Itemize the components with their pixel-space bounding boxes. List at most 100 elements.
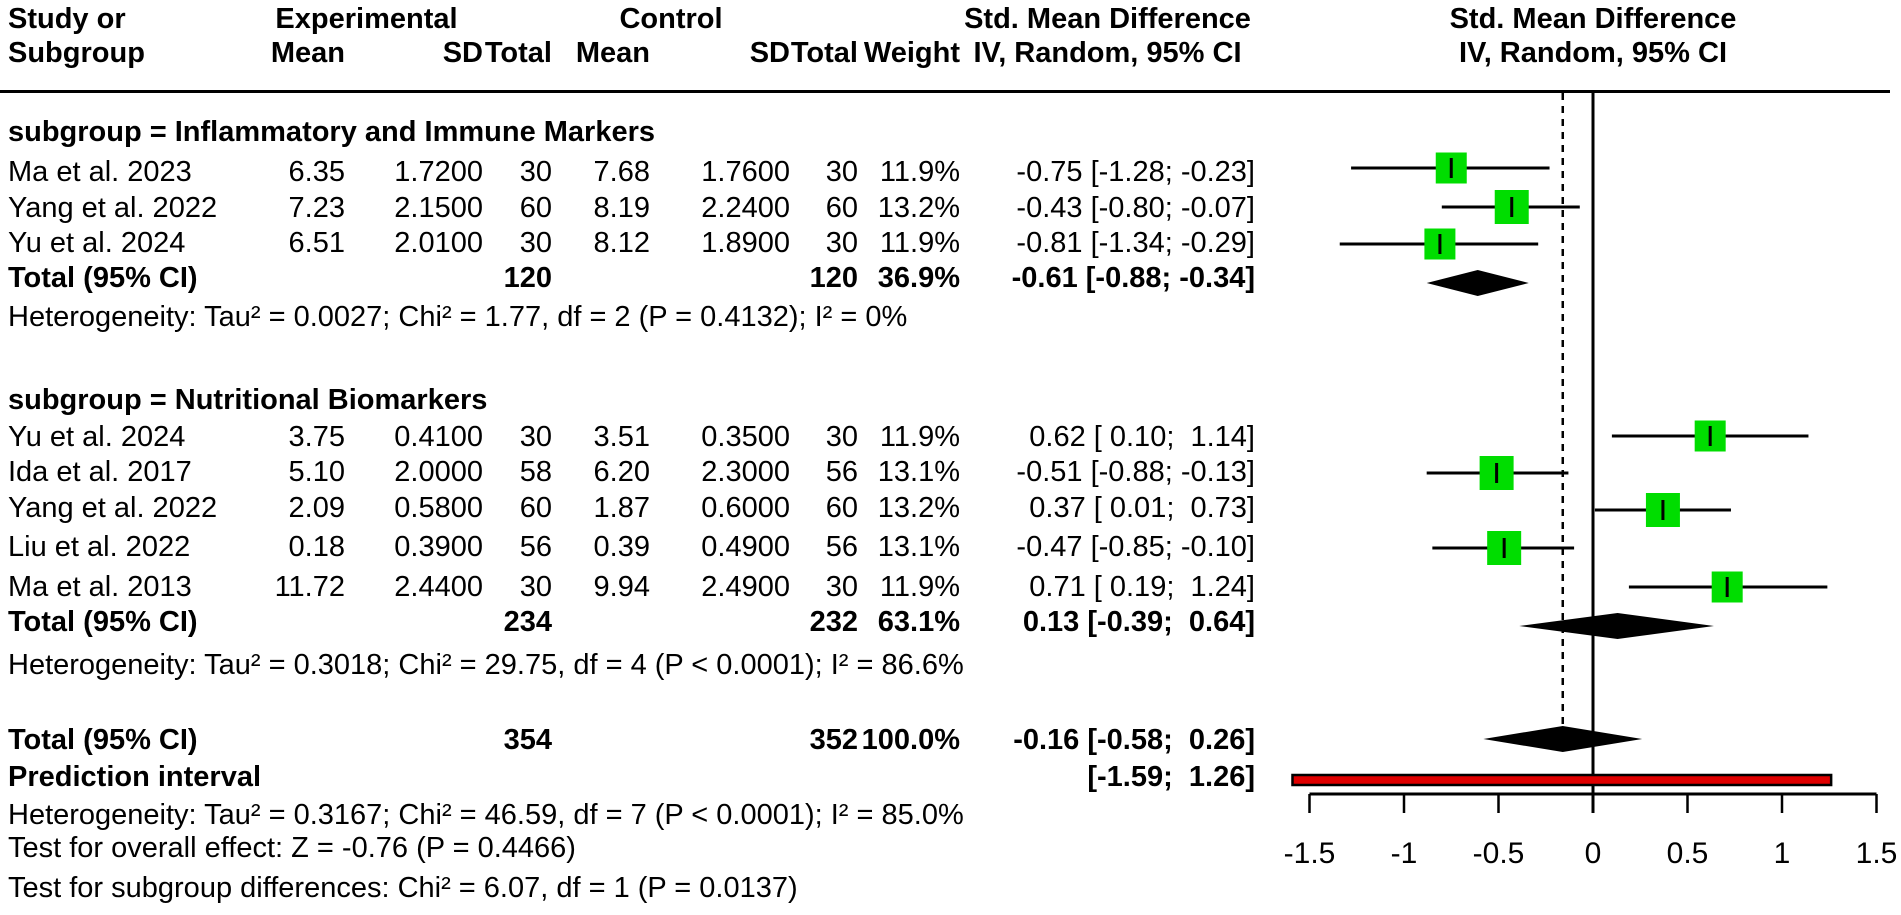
heterogeneity-note: Heterogeneity: Tau² = 0.3167; Chi² = 46.… [8, 799, 964, 831]
prediction-interval-row: Prediction interval [-1.59; 1.26] [8, 759, 1255, 795]
exp-sd: 1.7200 [394, 156, 483, 188]
header-exp-sd: SD [442, 37, 483, 69]
study-label: Yu et al. 2024 [8, 421, 186, 453]
smd-ci-text: -0.16 [-0.58; 0.26] [1013, 724, 1255, 756]
ctrl-mean: 8.19 [593, 192, 650, 224]
study-square [1694, 420, 1726, 452]
ctrl-sd: 1.8900 [701, 227, 790, 259]
header-study-or: Study or [8, 3, 126, 35]
ctrl-total: 232 [809, 606, 858, 638]
weight: 100.0% [861, 724, 960, 756]
smd-ci-text: 0.13 [-0.39; 0.64] [1014, 606, 1255, 638]
subtotal-label: Total (95% CI) [8, 262, 198, 294]
overall-total-row: Total (95% CI) 354 352 100.0% -0.16 [-0.… [8, 722, 1255, 758]
header-smd-text-2: IV, Random, 95% CI [973, 37, 1242, 69]
weight: 11.9% [879, 227, 960, 259]
plot-column-header: Std. Mean Difference IV, Random, 95% CI [1343, 2, 1843, 70]
ctrl-mean: 6.20 [593, 456, 650, 488]
study-row: Ma et al. 2013 11.72 2.4400 30 9.94 2.49… [8, 569, 1255, 605]
ctrl-total: 30 [825, 571, 858, 603]
study-row: Yang et al. 2022 7.23 2.1500 60 8.19 2.2… [8, 190, 1255, 226]
study-label: Ma et al. 2013 [8, 571, 192, 603]
axis-tick-label: -1 [1391, 837, 1418, 870]
study-square [1479, 456, 1514, 490]
ctrl-total: 120 [809, 262, 858, 294]
ctrl-total: 56 [825, 531, 858, 563]
ctrl-sd: 0.4900 [701, 531, 790, 563]
header-ctrl-total: Total [790, 37, 858, 69]
exp-sd: 0.4100 [394, 421, 483, 453]
weight: 11.9% [879, 156, 960, 188]
subgroup-title: subgroup = Inflammatory and Immune Marke… [8, 116, 656, 148]
ctrl-total: 30 [825, 156, 858, 188]
subtotal-label: Total (95% CI) [8, 606, 198, 638]
ctrl-total: 30 [825, 227, 858, 259]
weight: 11.9% [879, 571, 960, 603]
study-square [1487, 531, 1522, 565]
axis-tick-label: -0.5 [1473, 837, 1525, 870]
ctrl-sd: 1.7600 [701, 156, 790, 188]
header-experimental: Experimental [275, 3, 458, 35]
subgroup-title: subgroup = Nutritional Biomarkers [8, 384, 488, 416]
weight: 13.1% [877, 456, 960, 488]
study-square [1435, 152, 1467, 184]
weight: 36.9% [877, 262, 960, 294]
smd-ci-text: -0.51 [-0.88; -0.13] [1016, 456, 1255, 488]
exp-total: 30 [519, 421, 552, 453]
study-row: Ma et al. 2023 6.35 1.7200 30 7.68 1.760… [8, 154, 1255, 190]
exp-mean: 6.35 [288, 156, 345, 188]
header-smd-text-1: Std. Mean Difference [964, 3, 1251, 35]
weight: 63.1% [877, 606, 960, 638]
smd-ci-text: [-1.59; 1.26] [1087, 761, 1255, 793]
header-ctrl-sd: SD [749, 37, 790, 69]
exp-sd: 2.0100 [394, 227, 483, 259]
axis-tick-label: 1.5 [1856, 837, 1898, 870]
header-subgroup: Subgroup [8, 37, 145, 69]
ctrl-sd: 2.3000 [701, 456, 790, 488]
exp-sd: 2.0000 [394, 456, 483, 488]
smd-ci-text: -0.61 [-0.88; -0.34] [1011, 262, 1255, 294]
smd-ci-text: -0.75 [-1.28; -0.23] [1016, 156, 1255, 188]
weight: 13.2% [877, 492, 960, 524]
exp-mean: 2.09 [288, 492, 345, 524]
smd-ci-text: -0.43 [-0.80; -0.07] [1016, 192, 1255, 224]
prediction-interval-label: Prediction interval [8, 761, 262, 793]
axis-tick-label: 0 [1585, 837, 1602, 870]
smd-ci-text: 0.71 [ 0.19; 1.24] [1021, 571, 1255, 603]
table-header-row-2: Subgroup Mean SD Total Mean SD Total Wei… [8, 36, 1255, 70]
ctrl-sd: 0.3500 [701, 421, 790, 453]
header-control: Control [619, 3, 723, 35]
axis-tick-label: 0.5 [1667, 837, 1709, 870]
exp-mean: 6.51 [288, 227, 345, 259]
exp-total: 56 [519, 531, 552, 563]
ctrl-mean: 0.39 [593, 531, 650, 563]
weight: 11.9% [879, 421, 960, 453]
prediction-interval-bar [1291, 773, 1833, 787]
exp-total: 30 [519, 227, 552, 259]
ctrl-sd: 0.6000 [701, 492, 790, 524]
smd-ci-text: 0.62 [ 0.10; 1.14] [1021, 421, 1255, 453]
pooled-diamond [1426, 270, 1529, 296]
exp-total: 60 [519, 492, 552, 524]
ctrl-mean: 7.68 [593, 156, 650, 188]
smd-ci-text: -0.81 [-1.34; -0.29] [1016, 227, 1255, 259]
study-label: Yang et al. 2022 [8, 492, 218, 524]
exp-mean: 0.18 [288, 531, 345, 563]
subgroup-difference-test-note: Test for subgroup differences: Chi² = 6.… [8, 872, 798, 904]
heterogeneity-note: Heterogeneity: Tau² = 0.3018; Chi² = 29.… [8, 649, 964, 681]
axis-tick-label: -1.5 [1284, 837, 1336, 870]
heterogeneity-note: Heterogeneity: Tau² = 0.0027; Chi² = 1.7… [8, 301, 908, 333]
exp-total: 120 [503, 262, 552, 294]
exp-total: 354 [503, 724, 552, 756]
overall-effect-test-note: Test for overall effect: Z = -0.76 (P = … [8, 832, 576, 864]
ctrl-sd: 2.4900 [701, 571, 790, 603]
study-square [1494, 190, 1529, 224]
header-exp-mean: Mean [270, 37, 345, 69]
header-exp-total: Total [484, 37, 552, 69]
weight: 13.2% [877, 192, 960, 224]
exp-mean: 5.10 [288, 456, 345, 488]
exp-sd: 2.1500 [394, 192, 483, 224]
table-header-row-1: Study or Experimental Control Std. Mean … [8, 2, 1255, 36]
header-ctrl-mean: Mean [575, 37, 650, 69]
study-row: Yang et al. 2022 2.09 0.5800 60 1.87 0.6… [8, 490, 1255, 526]
